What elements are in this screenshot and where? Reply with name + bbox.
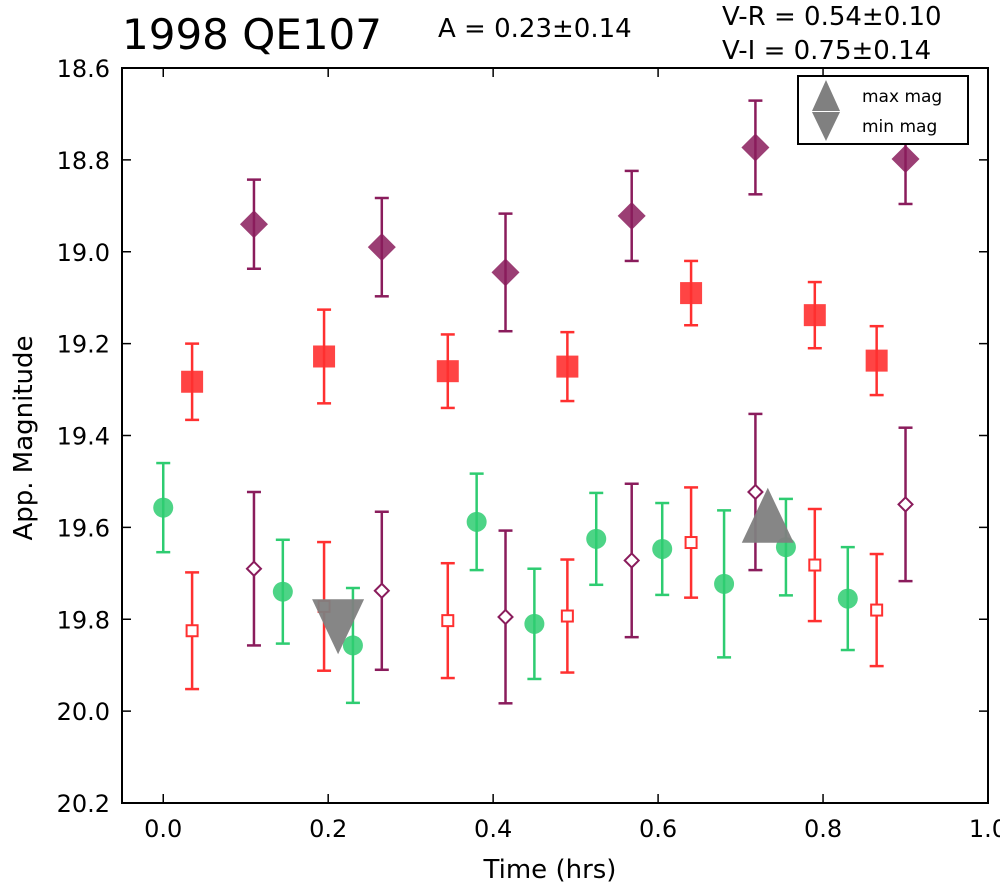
y-axis-label: App. Magnitude [9,335,39,540]
data-point-diamond [491,258,520,287]
x-tick-label: 0.2 [309,815,347,843]
data-point-diamond [239,210,268,239]
data-point-diamond [891,144,920,173]
x-tick-label: 0.0 [144,815,182,843]
color-indices: V-R = 0.54±0.10 V-I = 0.75±0.14 [722,0,942,68]
data-point-square-open [185,624,199,638]
legend-min-mag: min mag [862,117,937,137]
legend-max-mag: max mag [862,87,942,107]
data-point-diamond-open [747,483,764,501]
x-tick-label: 0.6 [639,815,677,843]
y-tick-label: 19.6 [57,514,110,542]
data-point-square [556,355,579,378]
data-point-square-open [870,603,884,617]
data-point-circle [272,581,293,602]
axis-ticks: 0.0 0.2 0.4 0.6 0.8 1.0 18.6 18.8 19.0 19.2 19.4 19… [57,55,1000,843]
data-point-square-open [560,609,574,623]
y-tick-label: 19.8 [57,606,110,634]
max-mag-legend-icon [812,80,840,111]
data-point-circle [837,588,858,609]
x-tick-label: 0.8 [804,815,842,843]
min-mag-legend-icon [812,112,840,141]
plot-frame [121,67,989,804]
color-vi-label: V-I = 0.75±0.14 [722,36,932,66]
data-point-diamond-open [497,608,514,626]
data-point-square [865,349,888,372]
x-tick-label: 1.0 [969,815,1000,843]
data-point-square-open [684,536,698,550]
y-tick-label: 19.4 [57,423,110,451]
data-point-square [181,370,204,393]
data-point-diamond [741,133,770,162]
data-point-diamond-open [897,495,914,513]
legend: max mag min mag [797,75,969,145]
y-tick-label: 18.8 [57,147,110,175]
data-point-diamond [617,201,646,230]
data-point-circle [652,538,673,559]
data-point-square [680,282,703,305]
data-point-square-open [808,558,822,572]
amplitude-label: A = 0.23±0.14 [438,14,632,44]
data-point-diamond-open [623,552,641,569]
data-point-circle [153,497,174,518]
y-tick-label: 20.2 [57,790,110,818]
data-point-circle [714,573,735,594]
data-point-diamond [367,233,396,262]
data-point-circle [586,528,607,549]
min-mag-marker [312,599,365,655]
data-point-circle [342,635,363,656]
data-point-circle [524,613,545,634]
data-point-diamond-open [245,560,263,578]
y-tick-label: 19.0 [57,239,110,267]
color-vr-label: V-R = 0.54±0.10 [722,2,942,32]
chart-title: 1998 QE107 [122,10,382,59]
y-tick-label: 18.6 [57,55,110,83]
y-tick-label: 20.0 [57,698,110,726]
data-marks [153,99,920,705]
data-point-square-open [441,614,455,628]
y-tick-label: 19.2 [57,331,110,359]
data-point-square [436,360,459,383]
data-point-diamond-open [373,582,391,600]
x-tick-label: 0.4 [474,815,512,843]
data-point-square [313,345,336,368]
data-point-circle [466,511,487,532]
max-mag-marker [741,487,794,543]
x-axis-label: Time (hrs) [483,855,617,884]
data-point-square [803,304,826,327]
